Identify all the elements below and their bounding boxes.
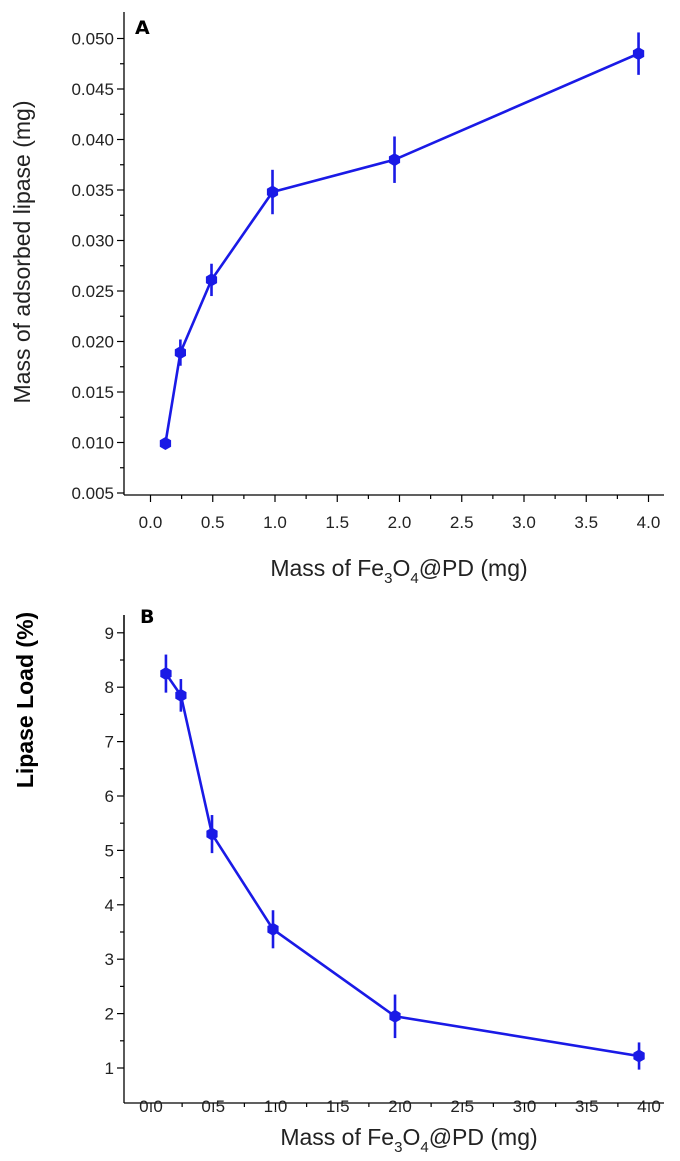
- panel-a-series-line: [164, 52, 640, 444]
- panel-a-xlabel-mid: O: [392, 555, 410, 581]
- panel-b-x-axis-title: Mass of Fe3O4@PD (mg): [280, 1124, 537, 1156]
- panel-b-data-point: [389, 1009, 401, 1023]
- panel-a-data-point: [266, 185, 279, 199]
- panel-a-y-tick-label: 0.035: [71, 181, 114, 200]
- panel-b-y-tick-label: 1: [105, 1059, 114, 1078]
- panel-a-x-axis-title: Mass of Fe3O4@PD (mg): [270, 555, 527, 587]
- panel-b-x-tick-label: 2.0: [388, 1097, 412, 1116]
- panel-b-data-point: [633, 1049, 645, 1063]
- panel-a-y-tick-label: 0.005: [71, 484, 114, 503]
- panel-a-y-tick-label: 0.020: [71, 333, 114, 352]
- panel-a-xlabel-sub2: 4: [410, 570, 418, 587]
- panel-b-x-tick-label: 1.5: [326, 1097, 350, 1116]
- panel-a-xlabel-main: Mass of Fe: [270, 555, 384, 581]
- panel-a-y-tick-label: 0.040: [71, 131, 114, 150]
- panel-a-x-tick-label: 2.0: [388, 513, 412, 532]
- panel-a-data-point: [159, 437, 172, 450]
- panel-b-x-tick-label: 2.5: [450, 1097, 474, 1116]
- panel-b-y-axis-title: Lipase Load (%): [12, 612, 38, 788]
- panel-b-x-tick-label: 1.0: [264, 1097, 288, 1116]
- panel-b-y-tick-label: 4: [105, 896, 114, 915]
- panel-a-x-tick-label: 1.0: [263, 513, 287, 532]
- panel-a-y-tick-label: 0.010: [71, 434, 114, 453]
- panel-b-y-tick-label: 2: [105, 1005, 114, 1024]
- panel-b-y-tick-label: 6: [105, 787, 114, 806]
- panel-b-data-point: [206, 827, 218, 841]
- panel-b-x-tick-label: 3.5: [575, 1097, 599, 1116]
- panel-a-y-axis-title: Mass of adsorbed lipase (mg): [9, 101, 35, 404]
- panel-b-xlabel-main: Mass of Fe: [280, 1124, 394, 1150]
- panel-b-xlabel-tail: @PD (mg): [429, 1124, 538, 1150]
- panel-a-xlabel-tail: @PD (mg): [419, 555, 528, 581]
- panel-a-y-tick-label: 0.045: [71, 80, 114, 99]
- panel-b-y-tick-label: 7: [105, 733, 114, 752]
- panel-b-xlabel-sub2: 4: [420, 1139, 428, 1156]
- panel-a-label: A: [135, 17, 150, 39]
- panel-b-data-point: [160, 667, 172, 681]
- panel-a-y-tick-label: 0.030: [71, 232, 114, 251]
- panel-b-x-tick-label: 0.0: [139, 1097, 163, 1116]
- panel-a: A Mass of adsorbed lipase (mg) Mass of F…: [9, 12, 664, 587]
- panel-a-x-tick-label: 0.0: [139, 513, 163, 532]
- panel-a-x-ticks: 0.0 0.5 1.0 1.5 2.0 2.5 3.0 3.5 4.0: [139, 495, 661, 532]
- panel-a-data-point: [205, 273, 218, 287]
- panel-b-plot-area: [160, 654, 645, 1070]
- panel-b-xlabel-sub1: 3: [394, 1139, 402, 1156]
- panel-b-y-tick-label: 3: [105, 950, 114, 969]
- panel-b-label: B: [140, 606, 154, 628]
- panel-a-y-tick-label: 0.025: [71, 282, 114, 301]
- panel-b: B Lipase Load (%) Mass of Fe3O4@PD (mg) …: [12, 606, 664, 1156]
- panel-a-x-tick-label: 1.5: [325, 513, 349, 532]
- panel-a-y-tick-label: 0.015: [71, 383, 114, 402]
- panel-b-xlabel-mid: O: [402, 1124, 420, 1150]
- panel-a-x-tick-label: 4.0: [637, 513, 661, 532]
- panel-b-data-point: [175, 688, 187, 702]
- panel-b-x-tick-label: 4.0: [637, 1097, 661, 1116]
- panel-a-x-tick-label: 3.5: [574, 513, 598, 532]
- panel-b-y-tick-label: 8: [105, 678, 114, 697]
- panel-b-x-ticks: 0.0 0.5 1.0 1.5 2.0 2.5 3.0 3.5 4.0: [124, 1097, 664, 1116]
- panel-a-data-point: [174, 346, 186, 360]
- panel-a-plot-area: [159, 32, 645, 450]
- panel-a-data-point: [632, 47, 645, 61]
- panel-b-data-point: [267, 922, 279, 936]
- panel-b-y-tick-label: 9: [105, 624, 114, 643]
- panel-b-series-line: [164, 672, 640, 1058]
- panel-a-data-point: [388, 153, 401, 167]
- panel-b-x-tick-label: 3.0: [513, 1097, 537, 1116]
- panel-a-y-tick-label: 0.050: [71, 30, 114, 49]
- panel-b-y-ticks: 1 2 3 4 5 6 7 8 9: [105, 615, 125, 1103]
- panel-a-y-ticks: 0.005 0.010 0.015 0.020 0.025 0.030 0.035 0.040…: [71, 30, 124, 503]
- panel-b-x-tick-label: 0.5: [201, 1097, 225, 1116]
- panel-a-x-tick-label: 2.5: [450, 513, 474, 532]
- panel-a-x-tick-label: 0.5: [201, 513, 225, 532]
- panel-b-y-tick-label: 5: [105, 841, 114, 860]
- panel-a-x-tick-label: 3.0: [512, 513, 536, 532]
- panel-a-xlabel-sub1: 3: [384, 570, 392, 587]
